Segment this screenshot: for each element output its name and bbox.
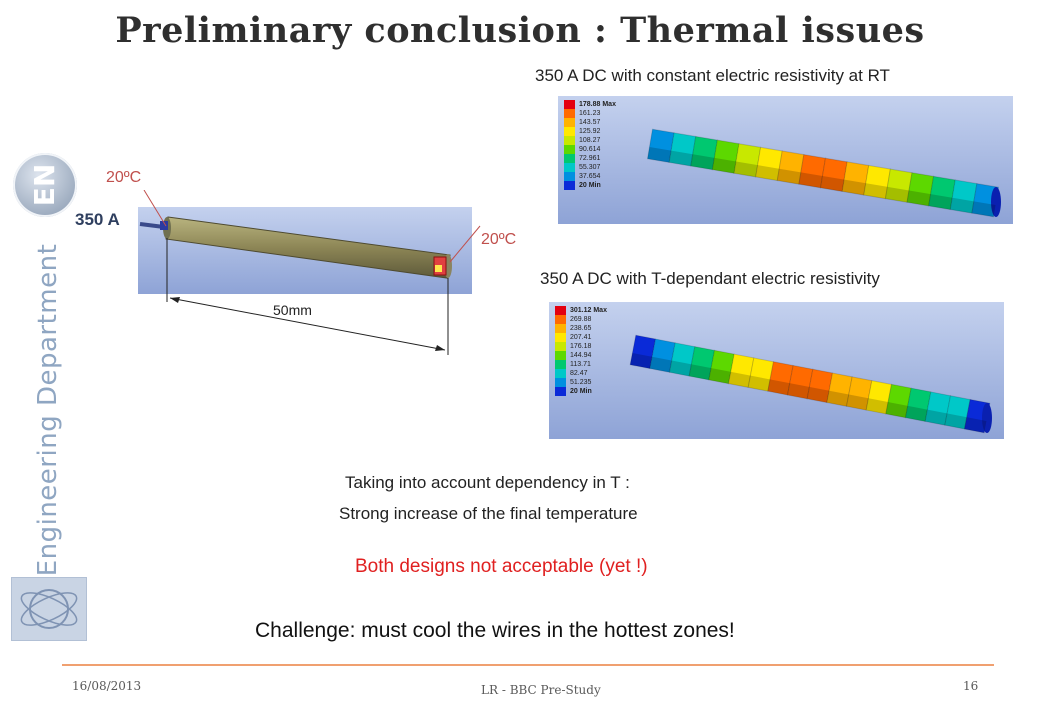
- rod-end-cap: [991, 187, 1001, 217]
- warning-text: Both designs not acceptable (yet !): [355, 556, 648, 577]
- legend-value: 144.94: [570, 352, 592, 359]
- legend-entry: 301.12 Max: [555, 306, 607, 315]
- legend-entry: 55.307: [564, 163, 616, 172]
- legend-swatch: [564, 163, 575, 172]
- current-label: 350 A: [75, 210, 120, 229]
- en-logo-circle: [13, 153, 77, 217]
- legend-value: 82.47: [570, 370, 588, 377]
- legend-value: 72.961: [579, 155, 601, 162]
- sim-bottom-caption: 350 A DC with T-dependant electric resis…: [540, 269, 880, 288]
- legend-entry: 269.88: [555, 315, 607, 324]
- legend-swatch: [555, 315, 566, 324]
- legend-swatch: [555, 351, 566, 360]
- legend-entry: 113.71: [555, 360, 607, 369]
- legend-entry: 20 Min: [564, 181, 616, 190]
- department-label: Engineering Department: [33, 243, 63, 577]
- legend-entry: 207.41: [555, 333, 607, 342]
- legend-swatch: [564, 181, 575, 190]
- legend-entry: 72.961: [564, 154, 616, 163]
- legend-entry: 51.235: [555, 378, 607, 387]
- legend-swatch: [564, 154, 575, 163]
- legend-value: 90.614: [579, 146, 601, 153]
- legend-swatch: [555, 306, 566, 315]
- legend-swatch: [555, 342, 566, 351]
- legend-value: 20 Min: [570, 388, 592, 395]
- conclusion-line-2: Strong increase of the final temperature: [339, 504, 638, 523]
- footer-page-number: 16: [963, 679, 979, 693]
- sim-top-viewport: 178.88 Max 161.23 143.57 125.92 108.27 90.614…: [558, 96, 1013, 224]
- sim-top-caption: 350 A DC with constant electric resistiv…: [535, 66, 890, 85]
- legend-entry: 82.47: [555, 369, 607, 378]
- rod-end-cap: [982, 403, 992, 433]
- legend-entry: 143.57: [564, 118, 616, 127]
- length-label: 50mm: [273, 302, 312, 318]
- conductor-model: [139, 190, 481, 355]
- legend-value: 161.23: [579, 110, 601, 117]
- legend-value: 37.654: [579, 173, 601, 180]
- legend-swatch: [555, 369, 566, 378]
- legend-entry: 90.614: [564, 145, 616, 154]
- challenge-text: Challenge: must cool the wires in the ho…: [255, 619, 735, 642]
- legend-value: 125.92: [579, 128, 601, 135]
- cern-logo: [11, 577, 87, 641]
- sim-bottom-rod: [629, 334, 992, 434]
- legend-value: 51.235: [570, 379, 592, 386]
- legend-swatch: [564, 100, 575, 109]
- legend-swatch: [564, 145, 575, 154]
- legend-swatch: [555, 360, 566, 369]
- footer-divider: [62, 664, 994, 666]
- sim-top-rod: [646, 128, 1001, 218]
- legend-swatch: [564, 109, 575, 118]
- legend-swatch: [564, 127, 575, 136]
- rod-shading: [630, 352, 987, 433]
- sim-bottom-viewport: 301.12 Max 269.88 238.65 207.41 176.18 144.94…: [549, 302, 1004, 439]
- legend-value: 55.307: [579, 164, 601, 171]
- en-logo-text: EN: [28, 163, 61, 207]
- legend-entry: 144.94: [555, 351, 607, 360]
- legend-value: 113.71: [570, 361, 591, 368]
- conclusion-line-1: Taking into account dependency in T :: [345, 473, 630, 492]
- legend-value: 207.41: [570, 334, 592, 341]
- legend-swatch: [555, 387, 566, 396]
- legend-value: 178.88 Max: [579, 101, 616, 108]
- legend-entry: 20 Min: [555, 387, 607, 396]
- legend-entry: 108.27: [564, 136, 616, 145]
- legend-swatch: [564, 136, 575, 145]
- legend-entry: 125.92: [564, 127, 616, 136]
- legend-entry: 178.88 Max: [564, 100, 616, 109]
- slide-title: Preliminary conclusion : Thermal issues: [115, 10, 925, 51]
- temp-left-label: 20ºC: [106, 169, 142, 186]
- legend-value: 269.88: [570, 316, 592, 323]
- sim-top-legend: 178.88 Max 161.23 143.57 125.92 108.27 90.614…: [564, 100, 616, 190]
- legend-value: 108.27: [579, 137, 601, 144]
- legend-value: 238.65: [570, 325, 592, 332]
- legend-value: 143.57: [579, 119, 601, 126]
- legend-swatch: [555, 378, 566, 387]
- legend-value: 301.12 Max: [570, 307, 607, 314]
- legend-entry: 161.23: [564, 109, 616, 118]
- footer-date: 16/08/2013: [72, 679, 142, 693]
- legend-value: 20 Min: [579, 182, 601, 189]
- rod-shading: [647, 146, 996, 217]
- footer-title: LR - BBC Pre-Study: [481, 683, 601, 697]
- temp-right-label: 20ºC: [481, 231, 517, 248]
- sim-bottom-legend: 301.12 Max 269.88 238.65 207.41 176.18 144.94…: [555, 306, 607, 396]
- legend-value: 176.18: [570, 343, 592, 350]
- legend-entry: 238.65: [555, 324, 607, 333]
- legend-swatch: [564, 118, 575, 127]
- legend-swatch: [555, 333, 566, 342]
- legend-swatch: [564, 172, 575, 181]
- legend-entry: 176.18: [555, 342, 607, 351]
- legend-swatch: [555, 324, 566, 333]
- legend-entry: 37.654: [564, 172, 616, 181]
